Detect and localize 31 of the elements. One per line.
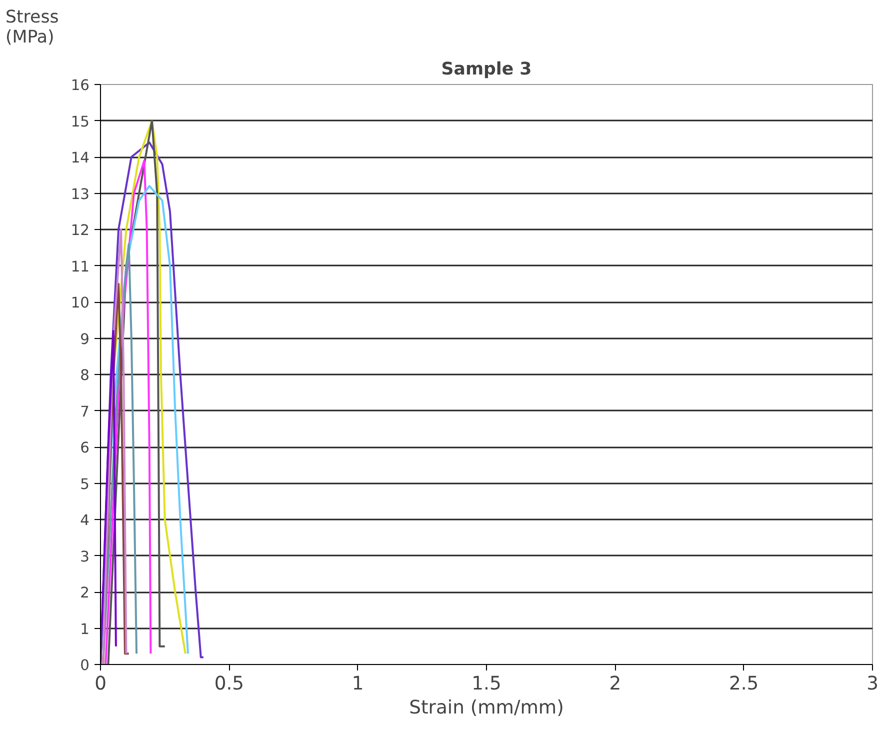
y-tick-label: 10 bbox=[70, 294, 90, 312]
x-tick-label: 0.5 bbox=[214, 674, 244, 694]
y-tick-label: 4 bbox=[80, 512, 90, 529]
y-tick-label: 2 bbox=[80, 584, 90, 602]
y-tick-label: 1 bbox=[80, 620, 90, 638]
y-tick-label: 16 bbox=[70, 77, 90, 94]
line-series bbox=[100, 330, 117, 664]
x-tick-label: 2.5 bbox=[729, 674, 759, 694]
y-tick-label: 0 bbox=[80, 657, 90, 674]
y-tick-label: 13 bbox=[70, 186, 90, 203]
y-tick-label: 14 bbox=[70, 150, 90, 166]
chart-title: Sample 3 bbox=[441, 60, 532, 80]
x-tick-label: 0 bbox=[94, 674, 106, 694]
y-tick-label: 3 bbox=[80, 548, 90, 566]
y-tick-label: 8 bbox=[80, 367, 90, 384]
x-tick-label: 2 bbox=[609, 674, 622, 694]
y-tick-label: 12 bbox=[70, 222, 90, 239]
line-series bbox=[107, 120, 166, 664]
x-tick-label: 1.5 bbox=[472, 674, 502, 694]
y-tick-label: 6 bbox=[80, 440, 90, 456]
line-series bbox=[102, 228, 128, 664]
y-tick-label: 11 bbox=[70, 258, 90, 276]
y-tick-label: 5 bbox=[80, 476, 90, 493]
x-tick-label: 3 bbox=[866, 674, 878, 694]
y-tick-label: 15 bbox=[70, 113, 90, 130]
y-tick-label: 7 bbox=[80, 403, 90, 420]
y-axis-title: Stress (MPa) bbox=[6, 8, 59, 48]
y-tick-label: 9 bbox=[80, 330, 90, 348]
x-axis-title: Strain (mm/mm) bbox=[409, 698, 564, 718]
x-tick-label: 1 bbox=[352, 674, 364, 694]
line-series bbox=[104, 160, 152, 664]
